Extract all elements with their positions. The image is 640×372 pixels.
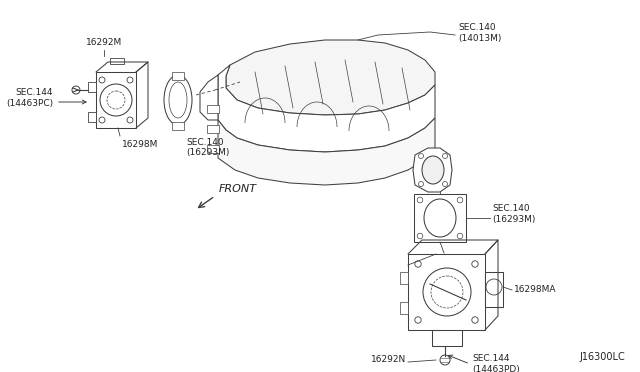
- Bar: [400, 272, 408, 284]
- Circle shape: [440, 355, 450, 365]
- Bar: [207, 125, 219, 133]
- Ellipse shape: [164, 75, 192, 125]
- Bar: [400, 302, 408, 314]
- Text: SEC.140
(16293M): SEC.140 (16293M): [492, 204, 536, 224]
- Circle shape: [127, 77, 133, 83]
- Polygon shape: [408, 254, 485, 330]
- Text: SEC.140
(14013M): SEC.140 (14013M): [458, 23, 501, 43]
- Circle shape: [419, 182, 424, 186]
- Bar: [207, 105, 219, 113]
- Circle shape: [472, 317, 478, 323]
- FancyBboxPatch shape: [432, 330, 462, 346]
- Circle shape: [415, 317, 421, 323]
- Text: SEC.144
(14463PC): SEC.144 (14463PC): [6, 88, 53, 108]
- Bar: [88, 82, 96, 92]
- Circle shape: [72, 86, 80, 94]
- Circle shape: [417, 197, 423, 203]
- Circle shape: [423, 268, 471, 316]
- Text: FRONT: FRONT: [219, 184, 257, 194]
- Text: SEC.144
(14463PD): SEC.144 (14463PD): [472, 354, 520, 372]
- Circle shape: [457, 233, 463, 239]
- Circle shape: [127, 117, 133, 123]
- Bar: [485, 272, 503, 307]
- Circle shape: [107, 91, 125, 109]
- Text: 16298M: 16298M: [122, 140, 158, 149]
- Circle shape: [100, 84, 132, 116]
- Circle shape: [486, 279, 502, 295]
- Bar: [110, 58, 124, 64]
- Ellipse shape: [422, 156, 444, 184]
- Text: 16292N: 16292N: [371, 356, 406, 365]
- Polygon shape: [200, 75, 218, 120]
- Circle shape: [442, 154, 447, 158]
- Circle shape: [99, 117, 105, 123]
- Ellipse shape: [169, 82, 187, 118]
- Polygon shape: [218, 118, 435, 185]
- Circle shape: [417, 233, 423, 239]
- Circle shape: [472, 261, 478, 267]
- Circle shape: [415, 261, 421, 267]
- FancyBboxPatch shape: [414, 194, 466, 242]
- Bar: [172, 122, 184, 130]
- Circle shape: [419, 154, 424, 158]
- Circle shape: [442, 182, 447, 186]
- Text: J16300LC: J16300LC: [579, 352, 625, 362]
- Text: 16298MA: 16298MA: [514, 285, 557, 295]
- Text: 16292M: 16292M: [86, 38, 122, 47]
- Circle shape: [431, 276, 463, 308]
- Polygon shape: [96, 72, 136, 128]
- Bar: [88, 112, 96, 122]
- Polygon shape: [218, 65, 435, 152]
- Bar: [172, 72, 184, 80]
- Text: SEC.140
(16293M): SEC.140 (16293M): [186, 138, 229, 157]
- Circle shape: [99, 77, 105, 83]
- Bar: [207, 145, 219, 153]
- Ellipse shape: [424, 199, 456, 237]
- Polygon shape: [413, 148, 452, 192]
- Polygon shape: [226, 40, 435, 115]
- Circle shape: [457, 197, 463, 203]
